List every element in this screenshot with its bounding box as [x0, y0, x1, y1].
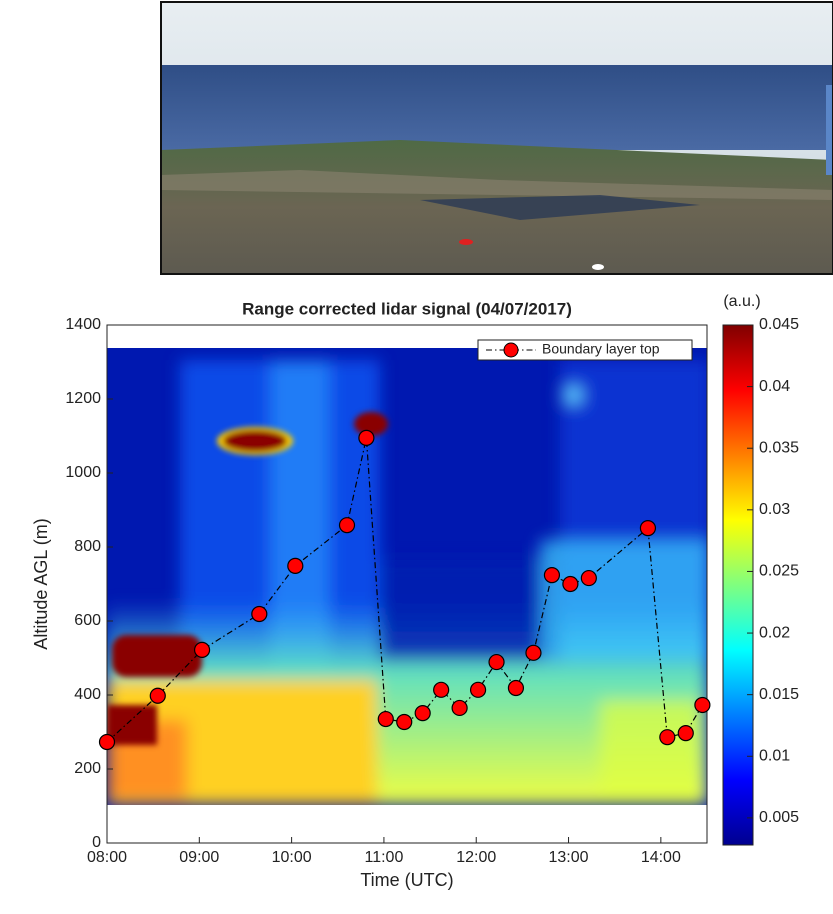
legend-marker — [503, 342, 519, 358]
heatmap — [107, 348, 707, 805]
x-tick-label: 11:00 — [364, 849, 403, 866]
y-tick-label: 1000 — [65, 464, 101, 481]
marker — [469, 681, 487, 698]
marker — [562, 575, 579, 593]
marker — [287, 557, 304, 574]
legend-label: Boundary layer top — [542, 341, 660, 357]
x-tick-label: 13:00 — [549, 849, 589, 866]
y-tick-label: 1400 — [65, 316, 101, 333]
x-tick-label: 10:00 — [272, 849, 312, 866]
y-tick-label: 1200 — [65, 390, 101, 407]
marker — [358, 429, 375, 446]
colorbar-tick-label: 0.02 — [759, 624, 790, 641]
colorbar-tick-label: 0.005 — [759, 809, 799, 826]
colorbar — [722, 324, 754, 846]
colorbar-tick-label: 0.04 — [759, 378, 790, 395]
marker — [338, 517, 356, 534]
colorbar-tick-label: 0.035 — [759, 439, 799, 456]
y-axis-label: Altitude AGL (m) — [31, 518, 51, 649]
chart-title: Range corrected lidar signal (04/07/2017… — [242, 299, 572, 318]
marker — [193, 641, 211, 658]
marker — [659, 729, 676, 746]
marker — [677, 725, 694, 742]
plot-frame — [106, 324, 708, 844]
marker — [507, 679, 525, 697]
colorbar-tick-label: 0.025 — [759, 563, 799, 580]
x-tick-label: 09:00 — [179, 849, 219, 866]
x-axis-label: Time (UTC) — [360, 870, 453, 890]
x-tick-label: 14:00 — [641, 849, 681, 866]
marker — [694, 696, 711, 714]
colorbar-tick-label: 0.015 — [759, 686, 799, 703]
marker — [251, 605, 268, 623]
x-tick-label: 12:00 — [456, 849, 496, 866]
y-tick-label: 800 — [74, 538, 101, 555]
colorbar-tick-label: 0.045 — [759, 316, 799, 333]
colorbar-label: (a.u.) — [723, 293, 760, 310]
marker — [149, 687, 166, 704]
y-tick-label: 400 — [74, 686, 101, 703]
marker — [414, 705, 431, 722]
series-line — [106, 437, 703, 743]
marker — [639, 520, 657, 537]
legend-box — [477, 339, 693, 361]
marker — [433, 681, 450, 698]
colorbar-tick-label: 0.01 — [759, 747, 790, 764]
x-tick-label: 08:00 — [87, 849, 127, 866]
aerial-photo — [160, 1, 833, 275]
y-tick-label: 200 — [74, 760, 101, 777]
marker — [488, 653, 505, 671]
marker — [98, 733, 116, 751]
marker — [543, 567, 561, 584]
marker — [525, 644, 542, 661]
marker — [451, 699, 468, 717]
marker — [377, 710, 394, 728]
colorbar-tick-label: 0.03 — [759, 501, 790, 518]
marker — [580, 569, 597, 587]
y-tick-label: 600 — [74, 612, 101, 629]
y-tick-label: 0 — [92, 834, 101, 851]
marker — [396, 713, 413, 731]
